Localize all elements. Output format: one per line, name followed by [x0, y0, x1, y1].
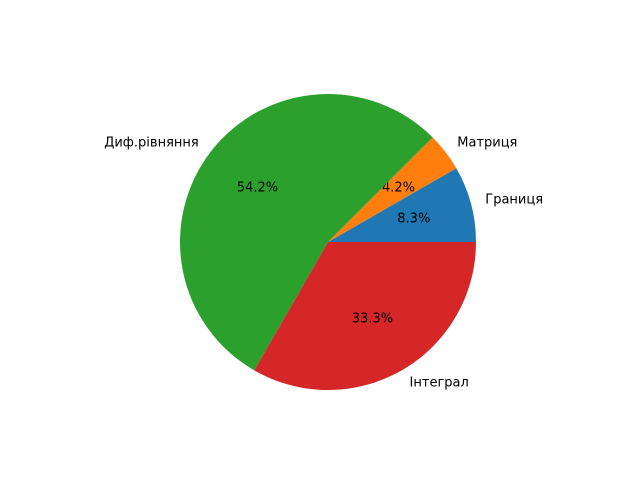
pie-slice-2	[180, 94, 433, 371]
slice-percent-3: 33.3%	[352, 311, 393, 326]
slice-label-3: Інтеграл	[410, 375, 469, 390]
slice-percent-2: 54.2%	[237, 181, 278, 196]
pie-slice-1	[328, 137, 457, 242]
pie-slice-0	[328, 168, 476, 242]
slice-percent-1: 4.2%	[382, 181, 415, 196]
pie-slice-3	[254, 242, 476, 391]
slice-label-2: Диф.рівняння	[104, 136, 199, 151]
slice-label-1: Матриця	[457, 136, 517, 151]
slice-percent-0: 8.3%	[397, 212, 430, 227]
slice-label-0: Границя	[485, 193, 543, 208]
